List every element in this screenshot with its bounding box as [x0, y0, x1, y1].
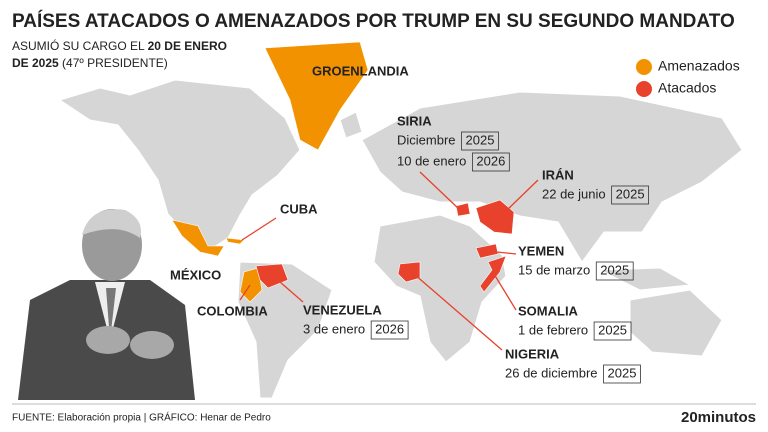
date: 15 de marzo — [518, 262, 590, 277]
country-name: COLOMBIA — [197, 303, 268, 318]
brand: 20minutos — [681, 409, 756, 426]
source: FUENTE: Elaboración propia | GRÁFICO: He… — [12, 411, 271, 424]
country-shape — [397, 261, 421, 283]
year: 2026 — [375, 321, 404, 336]
year: 2026 — [476, 153, 505, 168]
legend-label: Atacados — [658, 80, 716, 96]
country-shape — [455, 202, 471, 217]
date: 1 de febrero — [518, 322, 588, 337]
year-box — [370, 320, 409, 340]
year-box — [603, 364, 641, 384]
legend-dot — [636, 59, 652, 75]
year-box — [472, 152, 510, 172]
subtitle: DE 2025 (47º PRESIDENTE) — [12, 56, 168, 70]
country-name: MÉXICO — [170, 267, 221, 282]
date: 26 de diciembre — [505, 365, 598, 380]
country-shape — [264, 41, 369, 151]
date: 22 de junio — [542, 186, 606, 201]
subtitle: ASUMIÓ SU CARGO EL 20 DE ENERO — [12, 38, 227, 53]
country: CUBA — [225, 201, 318, 245]
leader-line — [419, 171, 461, 211]
date: 10 de enero — [397, 153, 466, 168]
year: 2025 — [616, 186, 645, 201]
year-box — [595, 261, 634, 281]
country-shape — [225, 237, 245, 245]
subtitle-date: DE 2025 — [12, 56, 59, 70]
subtitle-date: 20 DE ENERO — [148, 39, 227, 53]
trump-photo — [18, 209, 195, 400]
year: 2025 — [600, 262, 629, 277]
country: MÉXICO — [170, 219, 225, 282]
country: IRÁN 22 de junio 2025 — [475, 167, 649, 235]
country-shape — [475, 199, 515, 235]
year: 2025 — [466, 132, 495, 147]
country: NIGERIA 26 de diciembre 2025 — [397, 261, 641, 384]
country: COLOMBIA — [197, 267, 268, 318]
year-box — [611, 185, 649, 205]
country-shape — [479, 255, 507, 293]
leader-line — [496, 251, 517, 255]
country-name: GROENLANDIA — [312, 63, 409, 78]
country: SOMALIA 1 de febrero 2025 — [479, 255, 632, 341]
year: 2025 — [598, 322, 627, 337]
country-shape — [475, 243, 499, 259]
leader-line — [279, 281, 304, 303]
date: Diciembre — [397, 132, 456, 147]
country: VENEZUELA 3 de enero 2026 — [255, 263, 409, 340]
leader-line — [493, 273, 517, 311]
leader-line — [239, 284, 251, 301]
legend-label: Amenazados — [658, 58, 740, 74]
country-name: YEMEN — [518, 243, 564, 258]
country-name: VENEZUELA — [303, 302, 382, 317]
country-shape — [171, 219, 225, 257]
year: 2025 — [608, 365, 637, 380]
year-box — [461, 131, 499, 151]
subtitle-text: ASUMIÓ SU CARGO EL — [12, 38, 145, 53]
country: GROENLANDIA — [264, 41, 409, 151]
country-name: NIGERIA — [505, 346, 560, 361]
country-name: SIRIA — [397, 113, 432, 128]
country-name: CUBA — [280, 201, 318, 216]
country-name: IRÁN — [542, 167, 574, 182]
country-name: SOMALIA — [518, 303, 579, 318]
leader-line — [413, 273, 503, 351]
date: 3 de enero — [303, 321, 365, 336]
country-shape — [239, 267, 263, 303]
subtitle-text: (47º PRESIDENTE) — [62, 56, 168, 70]
title: PAÍSES ATACADOS O AMENAZADOS POR TRUMP E… — [12, 10, 735, 32]
leader-line — [241, 217, 277, 241]
leader-line — [504, 179, 539, 213]
country: YEMEN 15 de marzo 2025 — [475, 243, 634, 281]
year-box — [593, 321, 632, 341]
legend-dot — [636, 81, 652, 97]
